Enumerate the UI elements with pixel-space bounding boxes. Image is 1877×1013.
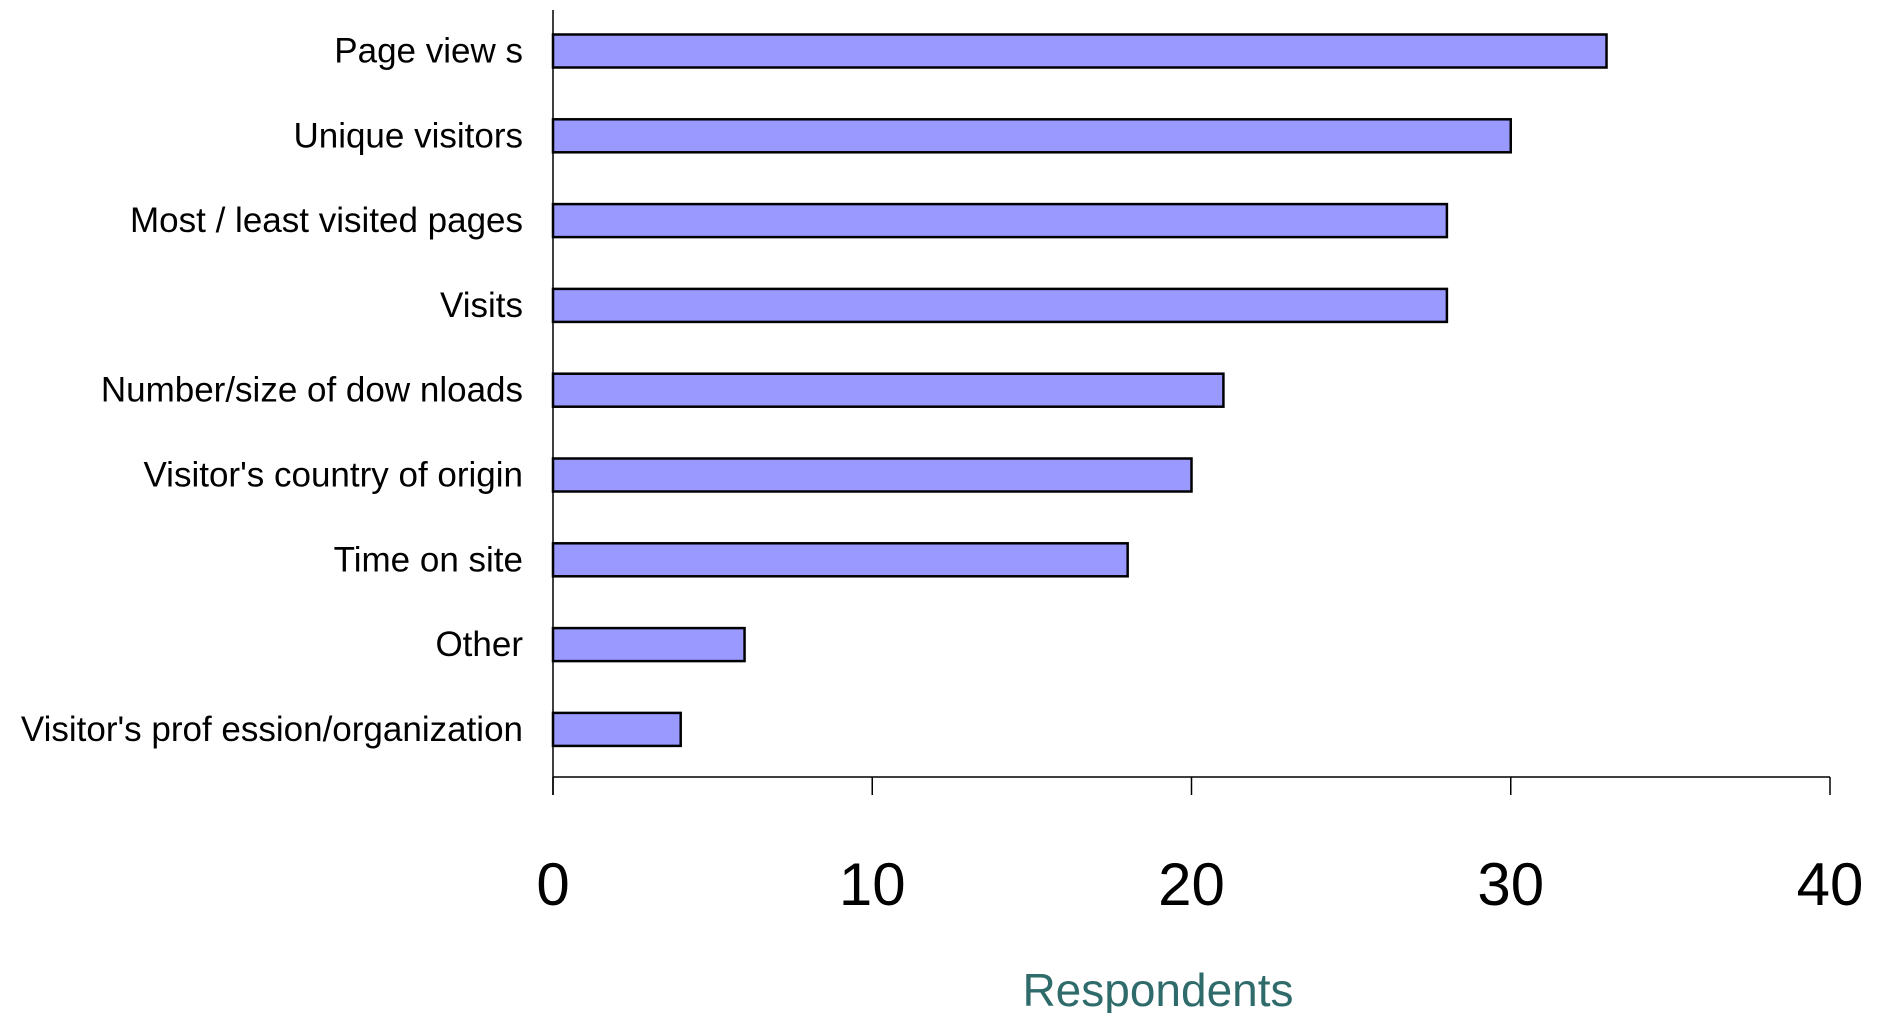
bar: [551, 118, 1512, 154]
category-label: Most / least visited pages: [130, 201, 523, 240]
x-axis-ticks: 0 10 20 30 40: [536, 777, 1863, 918]
x-tick-label: 20: [1158, 851, 1225, 918]
category-labels: Page view s Unique visitors Most / least v…: [21, 32, 523, 749]
x-tick-label: 40: [1797, 851, 1864, 918]
bar: [551, 542, 1129, 578]
bar: [551, 457, 1193, 493]
bar: [551, 33, 1608, 69]
bar: [551, 372, 1225, 408]
x-axis-title: Respondents: [1022, 964, 1293, 1013]
category-label: Time on site: [334, 540, 523, 579]
category-label: Visitor's prof ession/organization: [21, 710, 523, 749]
bar: [551, 711, 682, 748]
x-tick-label: 10: [839, 851, 906, 918]
bar: [551, 287, 1449, 324]
x-tick-label: 30: [1477, 851, 1544, 918]
category-label: Visitor's country of origin: [143, 456, 523, 495]
category-label: Number/size of dow nloads: [101, 371, 523, 410]
category-label: Other: [435, 625, 523, 664]
category-label: Visits: [440, 286, 523, 325]
bar: [551, 626, 746, 663]
x-tick-label: 0: [536, 851, 569, 918]
category-label: Page view s: [334, 32, 523, 71]
category-label: Unique visitors: [293, 116, 523, 155]
bars-layer: [551, 33, 1608, 748]
bar: [551, 202, 1449, 239]
